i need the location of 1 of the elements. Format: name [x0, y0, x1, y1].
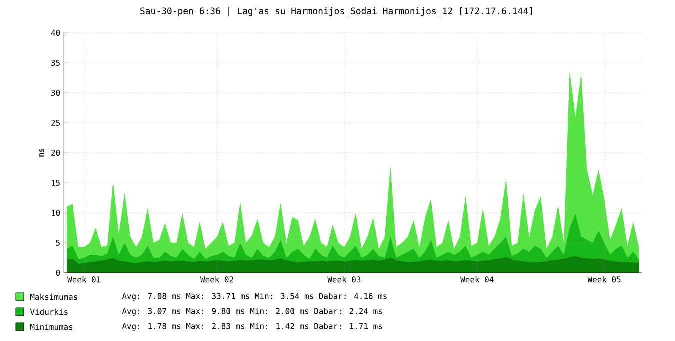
chart-title: Sau-30-pen 6:36 | Lag'as su Harmonijos_Sodai Harmonijos_12 [172.17.6.144]: [140, 8, 532, 16]
